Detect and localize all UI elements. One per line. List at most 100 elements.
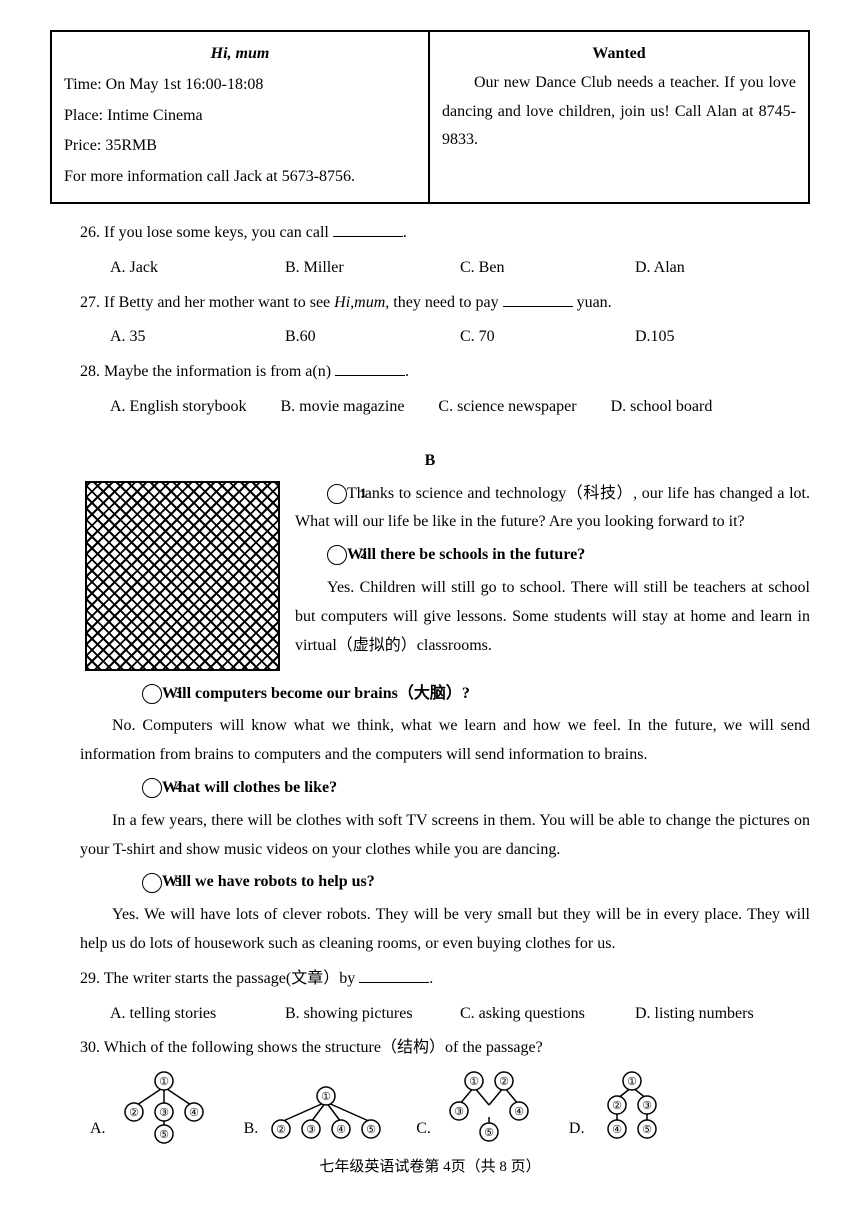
svg-text:③: ③ (159, 1107, 169, 1119)
q27-pre: 27. If Betty and her mother want to see (80, 294, 334, 311)
q30-diagrams: A. ① ② ③ ④ ⑤ B. ① ② ③ ④ ⑤ C. (90, 1069, 810, 1144)
h2-text: Will there be schools in the future? (347, 546, 585, 563)
circle-5: 5 (142, 873, 162, 893)
q28-text: 28. Maybe the information is from a(n) (80, 363, 335, 380)
wanted-title: Wanted (442, 40, 796, 69)
q27-c: C. 70 (460, 323, 635, 352)
svg-text:⑤: ⑤ (484, 1127, 494, 1139)
q28-options: A. English storybook B. movie magazine C… (110, 393, 810, 422)
blank (333, 222, 403, 237)
svg-text:②: ② (499, 1076, 509, 1088)
q27-d: D.105 (635, 323, 810, 352)
heading-3: 3Will computers become our brains（大脑）? (110, 680, 810, 709)
question-27: 27. If Betty and her mother want to see … (80, 289, 810, 318)
para-3: No. Computers will know what we think, w… (80, 712, 810, 770)
h3-text: Will computers become our brains（大脑）? (162, 685, 470, 702)
q27-options: A. 35 B.60 C. 70 D.105 (110, 323, 810, 352)
blank (335, 361, 405, 376)
svg-text:④: ④ (514, 1106, 524, 1118)
p1-text: Thanks to science and technology（科技）, ou… (295, 485, 810, 531)
svg-text:①: ① (159, 1076, 169, 1088)
q27-movie: Hi,mum (334, 294, 385, 311)
circle-2: 2 (327, 545, 347, 565)
q29-d: D. listing numbers (635, 1000, 810, 1029)
question-29: 29. The writer starts the passage(文章）by … (80, 965, 810, 994)
q30-text: 30. Which of the following shows the str… (80, 1039, 543, 1056)
q30-b: B. (244, 1115, 259, 1144)
movie-place: Place: Intime Cinema (64, 102, 416, 131)
svg-text:①: ① (628, 1076, 638, 1088)
svg-text:②: ② (276, 1124, 286, 1136)
q26-a: A. Jack (110, 254, 285, 283)
diagram-c: C. ① ② ③ ④ ⑤ (416, 1069, 539, 1144)
diagram-d-svg: ① ② ③ ④ ⑤ (592, 1069, 672, 1144)
svg-text:③: ③ (643, 1100, 653, 1112)
q27-post: , they need to pay (385, 294, 502, 311)
para-5: Yes. We will have lots of clever robots.… (80, 901, 810, 959)
h4-text: What will clothes be like? (162, 779, 337, 796)
question-28: 28. Maybe the information is from a(n) . (80, 358, 810, 387)
diagram-a: A. ① ② ③ ④ ⑤ (90, 1069, 214, 1144)
q26-text: 26. If you lose some keys, you can call (80, 224, 333, 241)
q26-c: C. Ben (460, 254, 635, 283)
blank (359, 967, 429, 982)
page-footer: 七年级英语试卷第 4页（共 8 页） (50, 1154, 810, 1181)
circle-4: 4 (142, 778, 162, 798)
diagram-c-svg: ① ② ③ ④ ⑤ (439, 1069, 539, 1144)
q28-b: B. movie magazine (280, 398, 404, 415)
svg-text:⑤: ⑤ (159, 1129, 169, 1141)
svg-text:④: ④ (336, 1124, 346, 1136)
q30-c: C. (416, 1115, 431, 1144)
q29-b: B. showing pictures (285, 1000, 460, 1029)
q29-a: A. telling stories (110, 1000, 285, 1029)
diagram-b: B. ① ② ③ ④ ⑤ (244, 1084, 387, 1144)
q26-b: B. Miller (285, 254, 460, 283)
h5-text: Will we have robots to help us? (162, 873, 375, 890)
q27-b: B.60 (285, 323, 460, 352)
diagram-a-svg: ① ② ③ ④ ⑤ (114, 1069, 214, 1144)
svg-text:④: ④ (189, 1107, 199, 1119)
svg-text:①: ① (321, 1091, 331, 1103)
svg-text:⑤: ⑤ (366, 1124, 376, 1136)
q29-c: C. asking questions (460, 1000, 635, 1029)
section-b-heading: B (50, 447, 810, 476)
svg-text:④: ④ (613, 1124, 623, 1136)
para-4: In a few years, there will be clothes wi… (80, 807, 810, 865)
passage-illustration (85, 481, 280, 671)
svg-text:③: ③ (306, 1124, 316, 1136)
movie-price: Price: 35RMB (64, 132, 416, 161)
q26-options: A. Jack B. Miller C. Ben D. Alan (110, 254, 810, 283)
passage: 1Thanks to science and technology（科技）, o… (50, 476, 810, 676)
q28-c: C. science newspaper (438, 398, 576, 415)
info-left: Hi, mum Time: On May 1st 16:00-18:08 Pla… (52, 32, 430, 202)
heading-4: 4What will clothes be like? (110, 774, 810, 803)
q27-tail: yuan. (573, 294, 612, 311)
svg-text:⑤: ⑤ (643, 1124, 653, 1136)
svg-text:②: ② (129, 1107, 139, 1119)
movie-time: Time: On May 1st 16:00-18:08 (64, 71, 416, 100)
svg-text:②: ② (613, 1100, 623, 1112)
q30-d: D. (569, 1115, 585, 1144)
question-30: 30. Which of the following shows the str… (80, 1034, 810, 1063)
q29-text: 29. The writer starts the passage(文章）by (80, 970, 359, 987)
q28-d: D. school board (611, 398, 713, 415)
info-box: Hi, mum Time: On May 1st 16:00-18:08 Pla… (50, 30, 810, 204)
circle-3: 3 (142, 684, 162, 704)
blank (503, 291, 573, 306)
q26-d: D. Alan (635, 254, 810, 283)
svg-text:③: ③ (454, 1106, 464, 1118)
diagram-d: D. ① ② ③ ④ ⑤ (569, 1069, 673, 1144)
movie-title: Hi, mum (64, 40, 416, 69)
question-26: 26. If you lose some keys, you can call … (80, 219, 810, 248)
heading-5: 5Will we have robots to help us? (110, 868, 810, 897)
diagram-b-svg: ① ② ③ ④ ⑤ (266, 1084, 386, 1144)
q27-a: A. 35 (110, 323, 285, 352)
movie-contact: For more information call Jack at 5673-8… (64, 163, 416, 192)
svg-text:①: ① (469, 1076, 479, 1088)
info-right: Wanted Our new Dance Club needs a teache… (430, 32, 808, 202)
q30-a: A. (90, 1115, 106, 1144)
q28-a: A. English storybook (110, 398, 246, 415)
wanted-body: Our new Dance Club needs a teacher. If y… (442, 69, 796, 155)
circle-1: 1 (327, 484, 347, 504)
q29-options: A. telling stories B. showing pictures C… (110, 1000, 810, 1029)
